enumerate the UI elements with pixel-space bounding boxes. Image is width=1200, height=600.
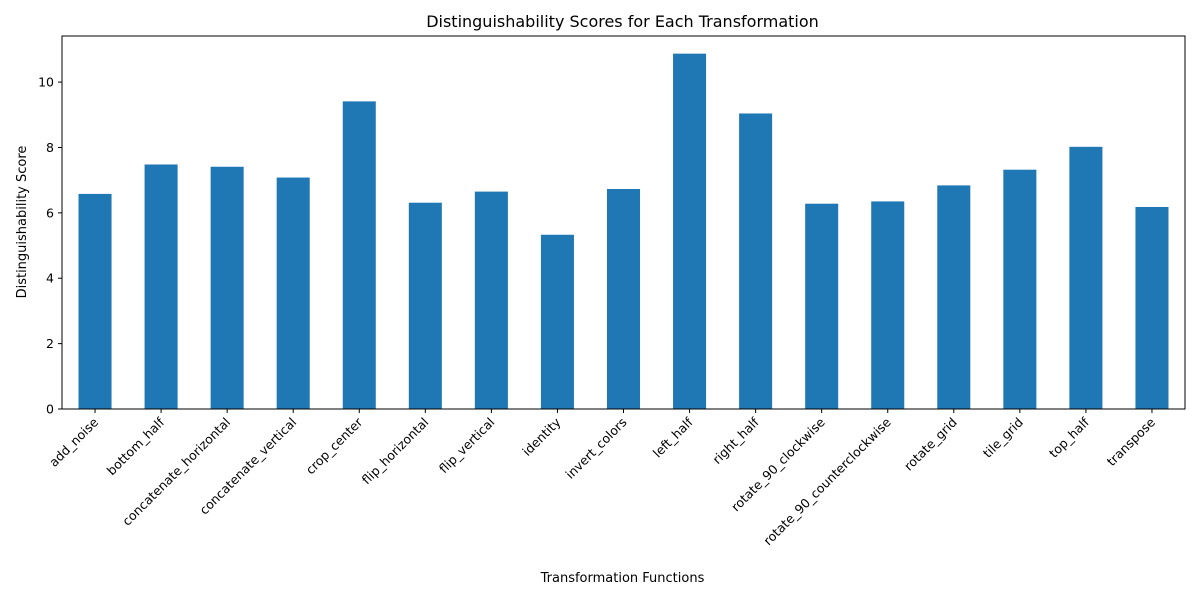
bars-group xyxy=(78,53,1169,410)
x-tick-label: crop_center xyxy=(303,414,366,477)
bar-transpose xyxy=(1135,206,1169,409)
x-tick-label: right_half xyxy=(709,414,762,467)
y-tick-label: 4 xyxy=(46,271,54,286)
x-tick-label: rotate_90_counterclockwise xyxy=(760,414,894,548)
x-axis-label: Transformation Functions xyxy=(540,571,705,586)
bar-add-noise xyxy=(78,193,112,409)
y-tick-label: 2 xyxy=(46,336,54,351)
x-tick-label: flip_vertical xyxy=(436,415,498,477)
x-tick-label: bottom_half xyxy=(104,414,168,478)
bar-rotate-90-clockwise xyxy=(805,203,839,409)
bar-top-half xyxy=(1069,146,1103,409)
plot-frame xyxy=(61,35,1186,410)
bar-flip-vertical xyxy=(474,191,508,409)
y-axis-label: Distinguishability Score xyxy=(15,146,30,299)
bar-rotate-grid xyxy=(937,185,971,409)
y-tick-label: 10 xyxy=(38,75,54,90)
bar-concatenate-horizontal xyxy=(210,166,244,409)
bar-concatenate-vertical xyxy=(276,177,310,409)
bar-crop-center xyxy=(342,101,376,410)
bar-identity xyxy=(540,234,574,409)
x-tick-label: transpose xyxy=(1104,414,1159,469)
x-tick-label: rotate_grid xyxy=(901,415,960,474)
x-tick-label: flip_horizontal xyxy=(359,415,432,488)
y-tick-label: 6 xyxy=(46,205,54,220)
x-tick-label: left_half xyxy=(650,414,696,460)
bar-flip-horizontal xyxy=(408,202,442,409)
y-tick-label: 0 xyxy=(46,402,54,417)
y-tick-label: 8 xyxy=(46,140,54,155)
x-axis: add_noise bottom_halfconcatenate_horizont… xyxy=(46,409,1158,548)
x-tick-label: add_noise xyxy=(46,414,101,469)
x-tick-label: identity xyxy=(519,414,564,459)
bar-left-half xyxy=(673,53,707,410)
bar-bottom-half xyxy=(144,164,178,409)
bar-rotate-90-counterclockwise xyxy=(871,201,905,409)
y-axis: 0 2 4 6 8 10 xyxy=(38,75,62,417)
x-tick-label: concatenate_horizontal xyxy=(119,415,233,529)
chart-title: Distinguishability Scores for Each Trans… xyxy=(426,12,819,31)
x-tick-label: tile_grid xyxy=(980,415,1026,461)
x-tick-label: invert_colors xyxy=(562,415,629,482)
x-tick-label: top_half xyxy=(1046,414,1093,461)
bar-invert-colors xyxy=(606,188,641,409)
bar-right-half xyxy=(739,113,773,409)
bar-tile-grid xyxy=(1003,169,1037,409)
